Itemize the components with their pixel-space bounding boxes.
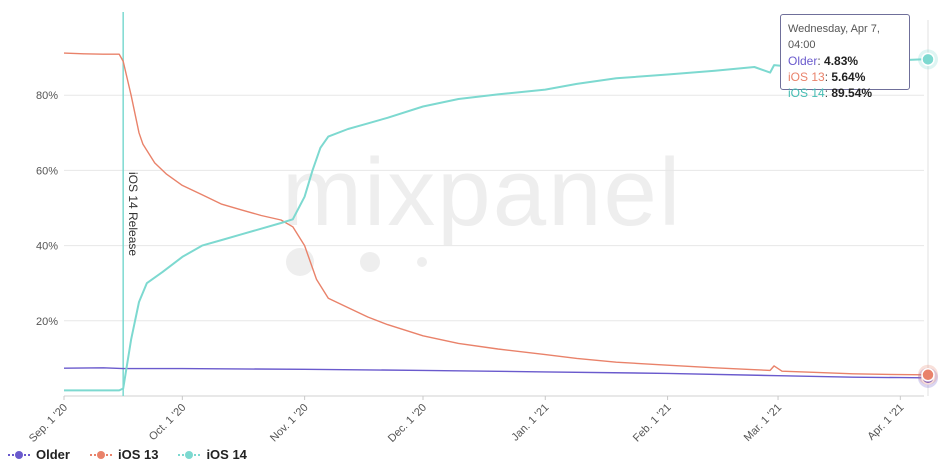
- watermark-dot: [360, 252, 380, 272]
- legend-swatch-ios14: [178, 450, 201, 460]
- legend-item-ios13[interactable]: iOS 13: [89, 447, 159, 462]
- tooltip-name-older: Older: [788, 54, 818, 68]
- hover-markers: [918, 20, 938, 396]
- tooltip-value-older: 4.83%: [824, 54, 859, 68]
- tooltip-row-older: Older: 4.83%: [788, 54, 859, 68]
- tooltip-row-ios13: iOS 13: 5.64%: [788, 70, 866, 84]
- legend-item-ios14[interactable]: iOS 14: [178, 447, 247, 462]
- watermark-dot: [286, 248, 314, 276]
- release-label: iOS 14 Release: [126, 172, 140, 256]
- y-tick-label: 40%: [36, 241, 58, 253]
- x-tick-label: Dec. 1 '20: [386, 402, 429, 445]
- legend-swatch-older: [8, 450, 30, 460]
- watermark-text: mixpanel: [282, 139, 682, 246]
- x-tick-label: Nov. 1 '20: [268, 402, 311, 445]
- legend-item-older[interactable]: Older: [8, 447, 70, 462]
- tooltip-name-ios14: iOS 14: [788, 86, 825, 100]
- legend-label-ios13: iOS 13: [117, 447, 159, 462]
- series-line-ios13[interactable]: [63, 52, 925, 376]
- legend-swatch-ios13: [89, 450, 112, 460]
- x-tick-label: Feb. 1 '21: [631, 402, 674, 445]
- mixpanel-watermark: mixpanel: [282, 139, 682, 276]
- y-axis: 20% 40% 60% 80%: [36, 90, 58, 328]
- hover-tooltip: Wednesday, Apr 7, 04:00 Older: 4.83% iOS…: [780, 14, 910, 100]
- y-tick-label: 20%: [36, 316, 58, 328]
- tooltip-value-ios14: 89.54%: [831, 86, 873, 100]
- grid: [64, 94, 924, 397]
- tooltip-value-ios13: 5.64%: [831, 70, 866, 84]
- tooltip-name-ios13: iOS 13: [788, 70, 825, 84]
- release-annotation: iOS 14 Release: [122, 12, 140, 396]
- x-tick-label: Oct. 1 '20: [147, 402, 189, 444]
- tooltip-date: Wednesday, Apr 7, 04:00: [788, 23, 880, 51]
- x-tick-label: Mar. 1 '21: [742, 402, 784, 444]
- legend-label-older: Older: [36, 447, 70, 462]
- y-tick-label: 60%: [36, 165, 58, 177]
- legend: Older iOS 13 iOS 14: [8, 447, 247, 462]
- x-tick-label: Jan. 1 '21: [509, 402, 551, 444]
- tooltip-row-ios14: iOS 14: 89.54%: [788, 86, 873, 100]
- watermark-dot: [417, 257, 427, 267]
- series-lines[interactable]: [63, 52, 925, 392]
- series-line-older[interactable]: [63, 367, 925, 379]
- y-tick-label: 80%: [36, 90, 58, 102]
- series-line-ios14[interactable]: [64, 58, 925, 392]
- x-tick-label: Apr. 1 '21: [865, 402, 906, 443]
- hover-marker: [921, 368, 935, 382]
- x-axis: Sep. 1 '20 Oct. 1 '20 Nov. 1 '20 Dec. 1 '20…: [27, 396, 906, 445]
- hover-marker: [921, 52, 935, 67]
- legend-label-ios14: iOS 14: [206, 447, 247, 462]
- x-tick-label: Sep. 1 '20: [27, 402, 70, 445]
